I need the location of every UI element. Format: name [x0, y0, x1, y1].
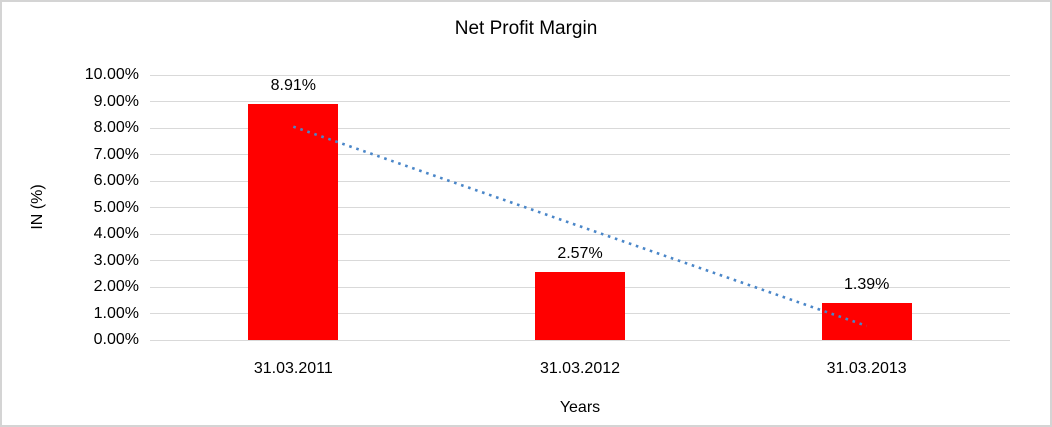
y-axis-tick-label: 3.00% [93, 251, 139, 269]
y-axis-tick-label: 4.00% [93, 225, 139, 242]
gridline [150, 74, 1010, 76]
x-axis-line [150, 339, 1010, 341]
y-axis-tick-label: 2.00% [93, 278, 139, 295]
bar [248, 103, 339, 340]
plot-area: 8.91% 2.57% 1.39% [150, 74, 1010, 341]
y-axis-tick-label: 5.00% [93, 198, 139, 216]
x-axis-title: Years [559, 399, 601, 416]
bar-data-label: 1.39% [843, 276, 890, 294]
x-axis-category-label: 31.03.2012 [539, 360, 621, 377]
y-axis-tick-label: 7.00% [93, 145, 139, 163]
gridline [150, 101, 1010, 102]
y-axis-tick-label: 0.00% [93, 331, 139, 348]
bar [821, 303, 912, 340]
bar [535, 271, 625, 340]
y-axis-tick-label: 1.00% [93, 304, 139, 322]
y-axis-tick-label: 8.00% [93, 119, 139, 136]
y-axis-tick-label: 10.00% [84, 66, 139, 83]
bar-data-label: 8.91% [270, 76, 317, 94]
bar-data-label: 2.57% [557, 244, 603, 262]
x-axis-category-label: 31.03.2011 [253, 360, 333, 377]
chart-title: Net Profit Margin [454, 18, 598, 39]
x-axis-category-label: 31.03.2013 [826, 360, 907, 377]
y-axis-tick-label: 9.00% [93, 92, 139, 110]
y-axis-tick-label: 6.00% [93, 172, 139, 189]
